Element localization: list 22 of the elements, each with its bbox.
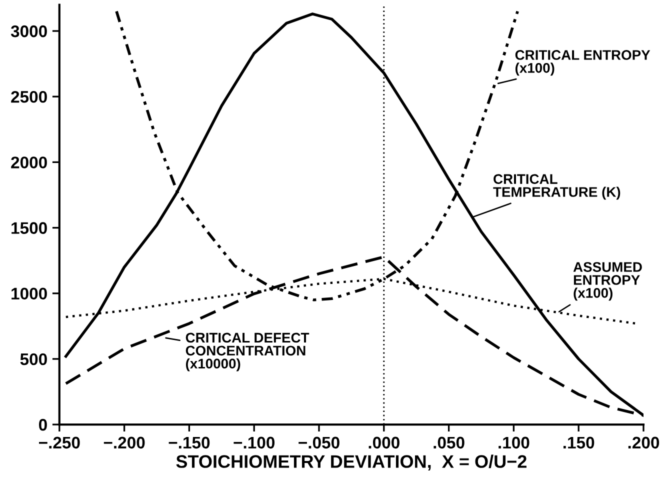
y-tick-label: 500	[20, 353, 47, 366]
y-tick-label: 1500	[12, 222, 47, 234]
y-tick-label: 1000	[12, 288, 47, 300]
y-tick-label: 2000	[11, 156, 47, 168]
x-axis-title: STOICHIOMETRY DEVIATION, X = O/U−2	[176, 454, 526, 471]
annotation: ASSUMED ENTROPY (x100)	[573, 262, 642, 301]
x-tick-label: −.250	[39, 436, 80, 449]
x-tick-label: −.200	[104, 436, 145, 449]
x-tick-label: .100	[498, 436, 530, 449]
x-tick-label: .150	[564, 436, 594, 449]
annotation: CRITICAL ENTROPY (x100)	[515, 50, 650, 76]
x-tick-label: .200	[628, 436, 660, 449]
x-tick-label: −.100	[234, 436, 275, 449]
x-tick-label: −.150	[168, 436, 210, 449]
x-tick-label: .000	[368, 436, 400, 449]
x-tick-label: .050	[434, 436, 464, 449]
annotation: CRITICAL DEFECT CONCENTRATION (x10000)	[186, 332, 310, 372]
y-tick-label: 3000	[10, 25, 47, 38]
annotation: CRITICAL TEMPERATURE (K)	[493, 174, 620, 200]
y-tick-label: 2500	[11, 90, 47, 103]
x-tick-label: −.050	[298, 436, 340, 449]
y-tick-label: 0	[38, 418, 47, 431]
